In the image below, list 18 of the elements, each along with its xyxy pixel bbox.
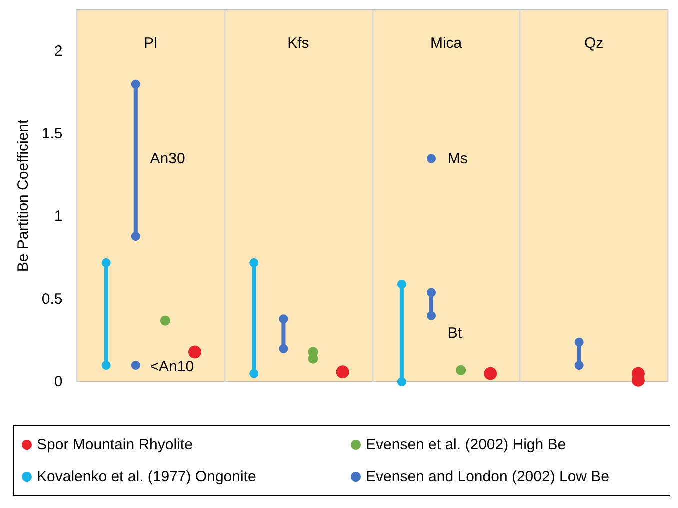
- y-axis-title: Be Partition Coefficient: [15, 119, 32, 272]
- annotation: Ms: [448, 150, 468, 168]
- x-tick-label: Qz: [584, 35, 604, 52]
- annotation: An30: [150, 150, 186, 168]
- y-tick-label: 1.5: [42, 126, 63, 142]
- legend-label: Evensen and London (2002) Low Be: [366, 468, 610, 486]
- x-tick-label: Mica: [430, 35, 463, 52]
- annotation: Bt: [448, 325, 463, 342]
- legend-label: Spor Mountain Rhyolite: [37, 436, 193, 454]
- y-tick-label: 0: [54, 374, 63, 390]
- x-tick-label: Pl: [144, 35, 158, 52]
- legend-label: Kovalenko et al. (1977) Ongonite: [37, 468, 256, 486]
- y-tick-label: 2: [54, 42, 63, 60]
- x-tick-label: Kfs: [288, 35, 310, 52]
- y-tick-label: 0.5: [42, 290, 63, 308]
- legend-label: Evensen et al. (2002) High Be: [366, 436, 566, 454]
- y-tick-label: 1: [54, 208, 63, 226]
- annotation: <An10: [150, 358, 194, 376]
